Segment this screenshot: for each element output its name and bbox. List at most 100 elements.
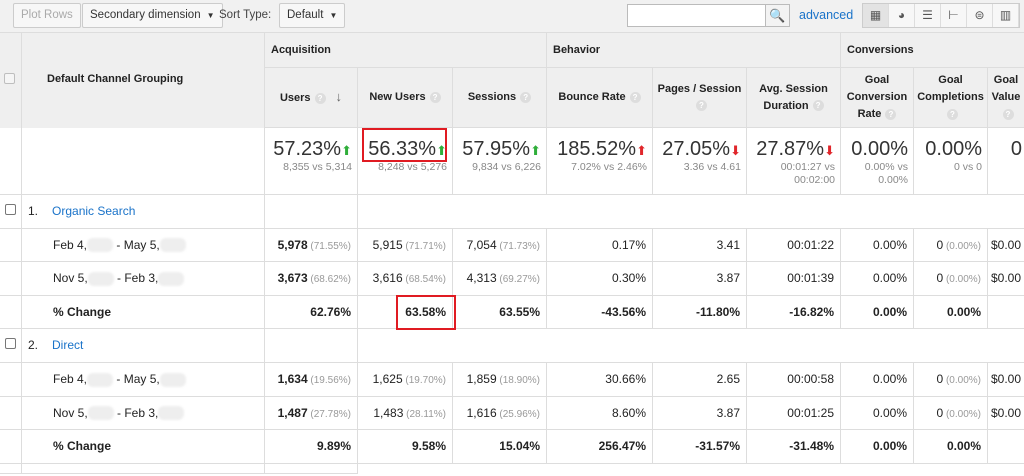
change-value: -43.56% (601, 304, 646, 319)
metric-cell: $0.00 (988, 397, 1024, 431)
help-icon[interactable]: ? (812, 100, 824, 112)
column-header-content: Users? ↓ (280, 88, 342, 107)
column-header[interactable]: Goal Value? (988, 68, 1024, 128)
metric-percent: (68.62%) (307, 274, 351, 286)
metric-cell: 00:00:58 (747, 363, 841, 397)
arrow-up-icon: ⬆ (341, 143, 352, 158)
metric-cell: 0.00% (841, 396, 914, 431)
spacer-cell (0, 262, 22, 296)
column-header[interactable]: New Users? (358, 68, 453, 128)
arrow-up-icon: ⬆ (436, 143, 447, 158)
change-cell (988, 430, 1024, 464)
summary-cell: 27.87%⬇ 00:01:27 vs 00:02:00 (747, 128, 841, 195)
column-header[interactable]: Users? ↓ (265, 68, 358, 128)
help-icon[interactable]: ? (520, 91, 532, 103)
metric-value: 0.00% (872, 237, 907, 252)
change-cell: 62.76% (265, 295, 358, 330)
arrow-down-icon: ⬇ (730, 143, 741, 158)
metric-value: $0.00 (991, 237, 1022, 252)
change-value: 0.00% (946, 439, 981, 454)
help-icon[interactable]: ? (947, 108, 958, 120)
summary-cell: 0.00% 0.00% vs 0.00% (841, 128, 914, 195)
metric-cell: 2.65 (653, 363, 747, 397)
summary-value: 57.95% (462, 138, 531, 160)
column-header-label: Goal Conversion Rate (846, 74, 908, 120)
column-header[interactable]: Avg. Session Duration? (747, 68, 841, 128)
sort-type-dropdown[interactable]: Default ▼ (279, 3, 346, 28)
change-value: -16.82% (789, 304, 834, 319)
change-cell: -31.57% (653, 430, 747, 464)
date-start: Feb 4, (53, 237, 88, 252)
row-checkbox[interactable] (5, 338, 16, 350)
help-icon[interactable]: ? (885, 108, 897, 120)
column-header-label: Goal Completions (917, 74, 984, 103)
metric-cell: 00:01:22 (747, 228, 841, 263)
channel-link[interactable]: Organic Search (52, 204, 136, 218)
metric-value: 3.87 (716, 271, 740, 286)
summary-compare: 3.36 vs 4.61 (683, 161, 741, 173)
metric-value: 0.17% (611, 237, 646, 252)
metric-cell: 1,634 (19.56%) (265, 363, 358, 397)
summary-value: 27.87% (756, 138, 825, 160)
summary-spacer (0, 128, 22, 195)
column-header[interactable]: Bounce Rate? (547, 68, 653, 128)
column-header-content: Goal Completions? (917, 72, 984, 123)
metric-value: 00:00:58 (787, 372, 834, 386)
secondary-dimension-dropdown[interactable]: Secondary dimension ▼ (82, 3, 223, 28)
metric-value: 5,978 (277, 237, 308, 252)
metric-value: 8.60% (611, 405, 646, 420)
group-label: Behavior (553, 44, 601, 56)
column-header[interactable]: Goal Conversion Rate? (841, 68, 914, 128)
search-button[interactable]: 🔍 (766, 4, 790, 27)
column-header[interactable]: Pages / Session? (653, 68, 747, 128)
metric-cell: $0.00 (988, 229, 1024, 263)
metric-value: $0.00 (991, 372, 1022, 386)
summary-cell: 57.23%⬆ 8,355 vs 5,314 (265, 128, 358, 195)
column-header[interactable]: Sessions? (453, 68, 547, 128)
metric-cell: $0.00 (988, 262, 1024, 296)
change-cell: -16.82% (747, 295, 841, 330)
row-checkbox[interactable] (5, 204, 16, 215)
advanced-link[interactable]: advanced (799, 8, 854, 22)
date-end: - May 5, (113, 372, 160, 386)
metric-cell: 1,616 (25.96%) (453, 396, 547, 431)
summary-value-line: 185.52%⬆ (547, 138, 647, 161)
performance-view-icon[interactable]: ☰ (915, 4, 941, 27)
date-start: Nov 5, (53, 405, 88, 420)
date-start: Nov 5, (53, 271, 88, 286)
help-icon[interactable]: ? (1002, 108, 1014, 120)
change-cell: 256.47% (547, 430, 653, 464)
metric-value: 1,634 (277, 372, 308, 386)
date-range-cell: Feb 4, - May 5, (22, 363, 265, 397)
search-input[interactable] (627, 4, 766, 27)
plot-rows-button[interactable]: Plot Rows (13, 3, 81, 28)
row-checkbox-cell (0, 329, 22, 363)
metric-cell: 3.41 (653, 228, 747, 263)
spacer-cell (22, 463, 265, 474)
help-icon[interactable]: ? (629, 91, 641, 103)
sort-descending-icon[interactable]: ↓ (335, 89, 343, 104)
highlight-box (396, 295, 456, 330)
metric-cell: 00:01:25 (747, 396, 841, 431)
summary-compare: 0.00% vs 0.00% (864, 161, 908, 186)
redacted-year (87, 238, 114, 253)
channel-link[interactable]: Direct (52, 338, 84, 353)
metric-value: 00:01:39 (787, 271, 834, 286)
comparison-view-icon[interactable]: ⊢ (941, 4, 967, 27)
change-value: 0.00% (872, 439, 907, 454)
column-header[interactable]: Goal Completions? (914, 68, 988, 128)
spacer-cell (0, 363, 22, 397)
pivot-view-icon[interactable]: ▥ (993, 4, 1019, 27)
help-icon[interactable]: ? (429, 91, 441, 103)
channel-name-cell: 1. Organic Search (22, 195, 265, 229)
pie-view-icon[interactable]: ◕ (889, 4, 915, 27)
help-icon[interactable]: ? (696, 100, 707, 112)
column-header-content: Goal Conversion Rate? (845, 72, 909, 123)
spacer-cell (0, 295, 22, 330)
summary-value-line: 27.05%⬇ (653, 138, 741, 161)
help-icon[interactable]: ? (314, 92, 326, 104)
select-all-checkbox[interactable] (4, 73, 15, 84)
empty-cell (265, 195, 358, 229)
grid-view-icon[interactable]: ▦ (863, 4, 889, 27)
term-cloud-icon[interactable]: ⊜ (967, 4, 993, 27)
